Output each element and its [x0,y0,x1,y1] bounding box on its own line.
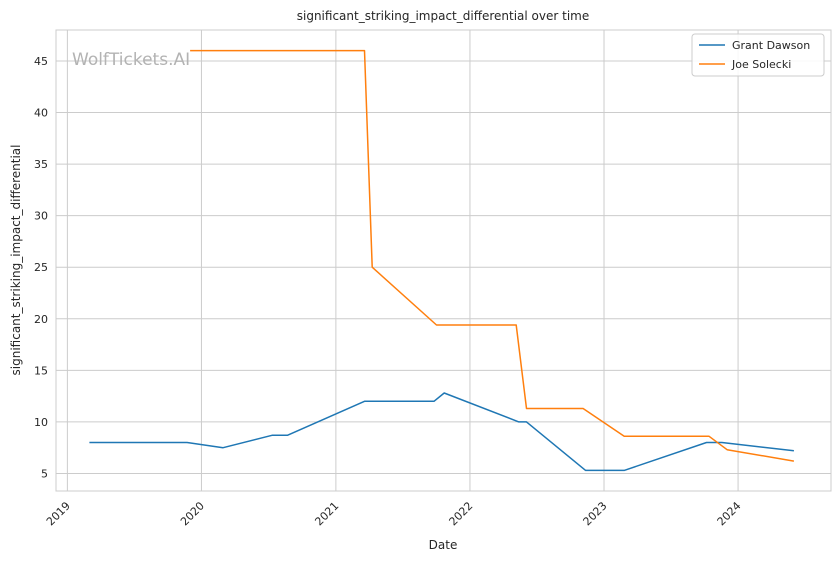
legend-label-grant-dawson: Grant Dawson [732,39,810,52]
y-tick-label: 45 [34,55,48,68]
plot-frame [55,29,832,492]
watermark: WolfTickets.AI [72,50,190,70]
y-tick-label: 5 [41,467,48,480]
series-lines [89,49,795,472]
y-tick-label: 20 [34,313,48,326]
chart-title: significant_striking_impact_differential… [297,9,589,23]
series-line-grant-dawson [89,392,794,472]
y-tick-label: 40 [34,107,48,120]
grid-lines [56,30,831,491]
x-axis-title: Date [429,538,458,552]
legend-label-joe-solecki: Joe Solecki [731,58,791,71]
series-line-joe-solecki [190,49,795,462]
legend: Grant Dawson Joe Solecki [691,33,825,77]
y-tick-label: 25 [34,261,48,274]
y-tick-label: 30 [34,210,48,223]
y-tick-label: 15 [34,364,48,377]
y-tick-label: 10 [34,416,48,429]
y-tick-label: 35 [34,158,48,171]
y-axis-title: significant_striking_impact_differential [9,145,23,376]
